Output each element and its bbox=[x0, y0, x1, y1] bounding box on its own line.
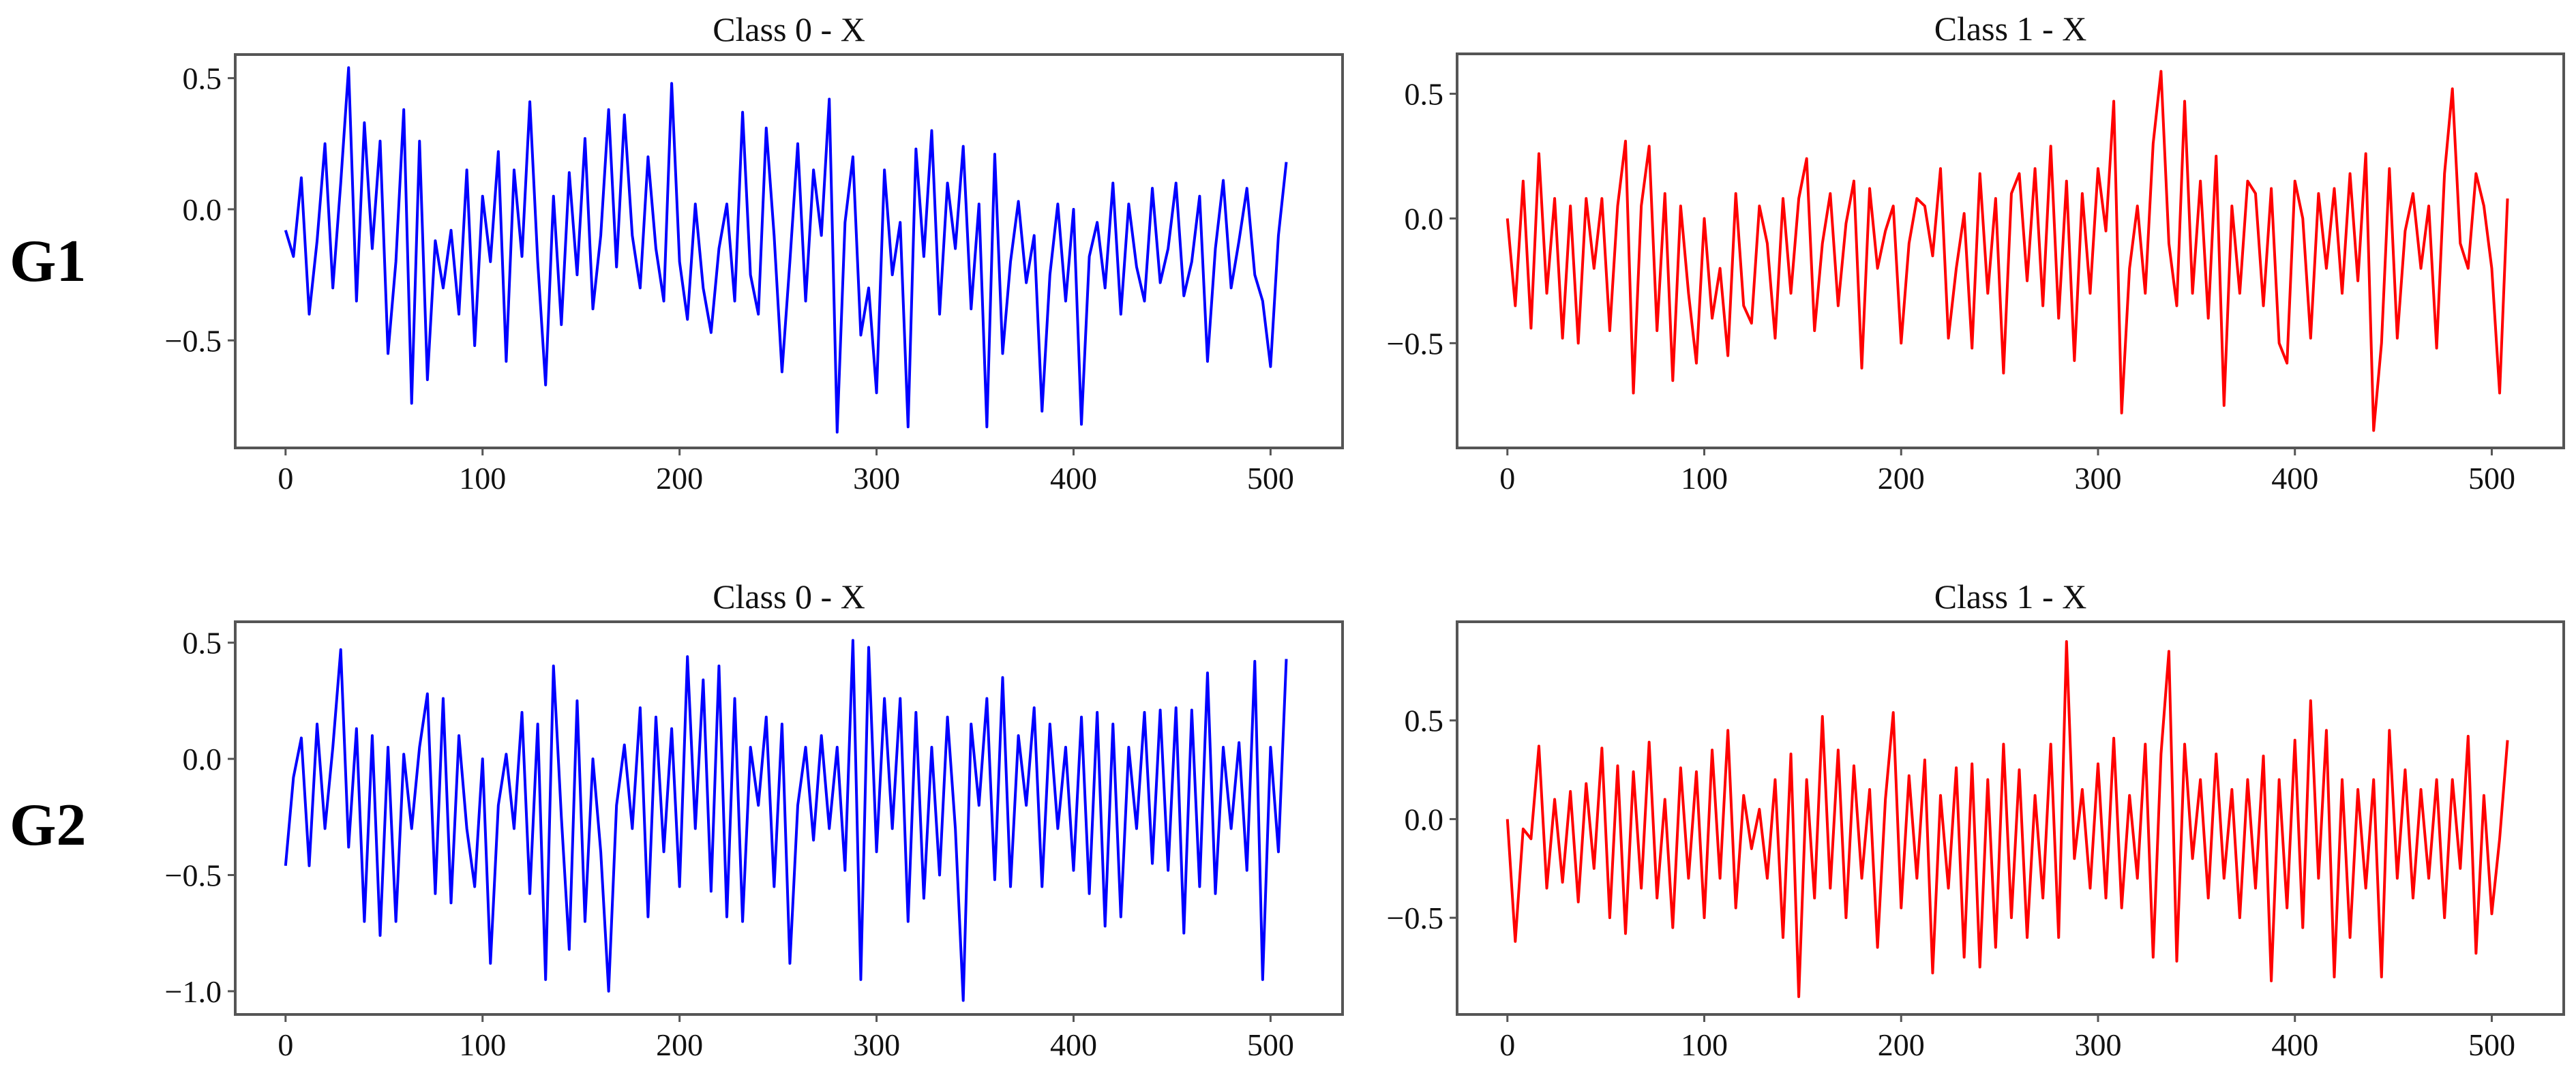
x-tick-label: 200 bbox=[1878, 1027, 1925, 1062]
y-tick-label: −1.0 bbox=[165, 974, 222, 1009]
x-tick-label: 200 bbox=[656, 1027, 703, 1062]
y-tick-label: 0.5 bbox=[1405, 704, 1444, 738]
y-tick-label: 0.0 bbox=[1405, 802, 1444, 837]
y-tick-label: −0.5 bbox=[1387, 901, 1443, 935]
x-tick-label: 300 bbox=[853, 461, 900, 496]
signal-line bbox=[1506, 70, 2509, 432]
axes-frame bbox=[234, 620, 1344, 1016]
y-tick-label: −0.5 bbox=[1387, 326, 1443, 361]
x-tick-label: 200 bbox=[656, 461, 703, 496]
axes-frame bbox=[1456, 52, 2565, 449]
y-tick-label: 0.5 bbox=[183, 626, 222, 661]
y-tick-label: 0.0 bbox=[183, 192, 222, 227]
x-tick-label: 500 bbox=[1247, 461, 1294, 496]
axes-frame bbox=[1456, 620, 2565, 1016]
y-tick-label: 0.0 bbox=[1405, 201, 1444, 236]
x-tick-label: 300 bbox=[2074, 1027, 2121, 1062]
panel-title: Class 1 - X bbox=[1934, 577, 2087, 616]
panel-title: Class 0 - X bbox=[713, 10, 865, 48]
x-tick-label: 500 bbox=[1247, 1027, 1294, 1062]
x-tick-label: 100 bbox=[1681, 461, 1728, 496]
x-tick-label: 400 bbox=[1050, 1027, 1097, 1062]
x-tick-label: 300 bbox=[2074, 461, 2121, 496]
x-tick-label: 400 bbox=[1050, 461, 1097, 496]
signal-line bbox=[284, 66, 1288, 434]
x-tick-label: 0 bbox=[278, 1027, 293, 1062]
x-tick-label: 400 bbox=[2271, 1027, 2318, 1062]
y-tick-label: −0.5 bbox=[165, 858, 222, 893]
x-tick-label: 400 bbox=[2271, 461, 2318, 496]
x-tick-label: 100 bbox=[459, 1027, 506, 1062]
x-tick-label: 0 bbox=[1499, 461, 1515, 496]
signal-line bbox=[1506, 639, 2509, 998]
signal-line bbox=[284, 639, 1288, 1002]
panel-title: Class 0 - X bbox=[713, 577, 865, 616]
y-tick-label: 0.0 bbox=[183, 742, 222, 777]
row-label-g2: G2 bbox=[10, 792, 87, 858]
y-tick-label: −0.5 bbox=[165, 323, 222, 358]
x-tick-label: 0 bbox=[1499, 1027, 1515, 1062]
x-tick-label: 300 bbox=[853, 1027, 900, 1062]
x-tick-label: 500 bbox=[2468, 461, 2515, 496]
x-tick-label: 200 bbox=[1878, 461, 1925, 496]
row-label-g1: G1 bbox=[10, 228, 87, 295]
axes-frame bbox=[234, 53, 1344, 449]
y-tick-label: 0.5 bbox=[1405, 77, 1444, 112]
x-tick-label: 500 bbox=[2468, 1027, 2515, 1062]
x-tick-label: 0 bbox=[278, 461, 293, 496]
y-tick-label: 0.5 bbox=[183, 61, 222, 96]
x-tick-label: 100 bbox=[1681, 1027, 1728, 1062]
x-tick-label: 100 bbox=[459, 461, 506, 496]
panel-title: Class 1 - X bbox=[1934, 10, 2087, 48]
